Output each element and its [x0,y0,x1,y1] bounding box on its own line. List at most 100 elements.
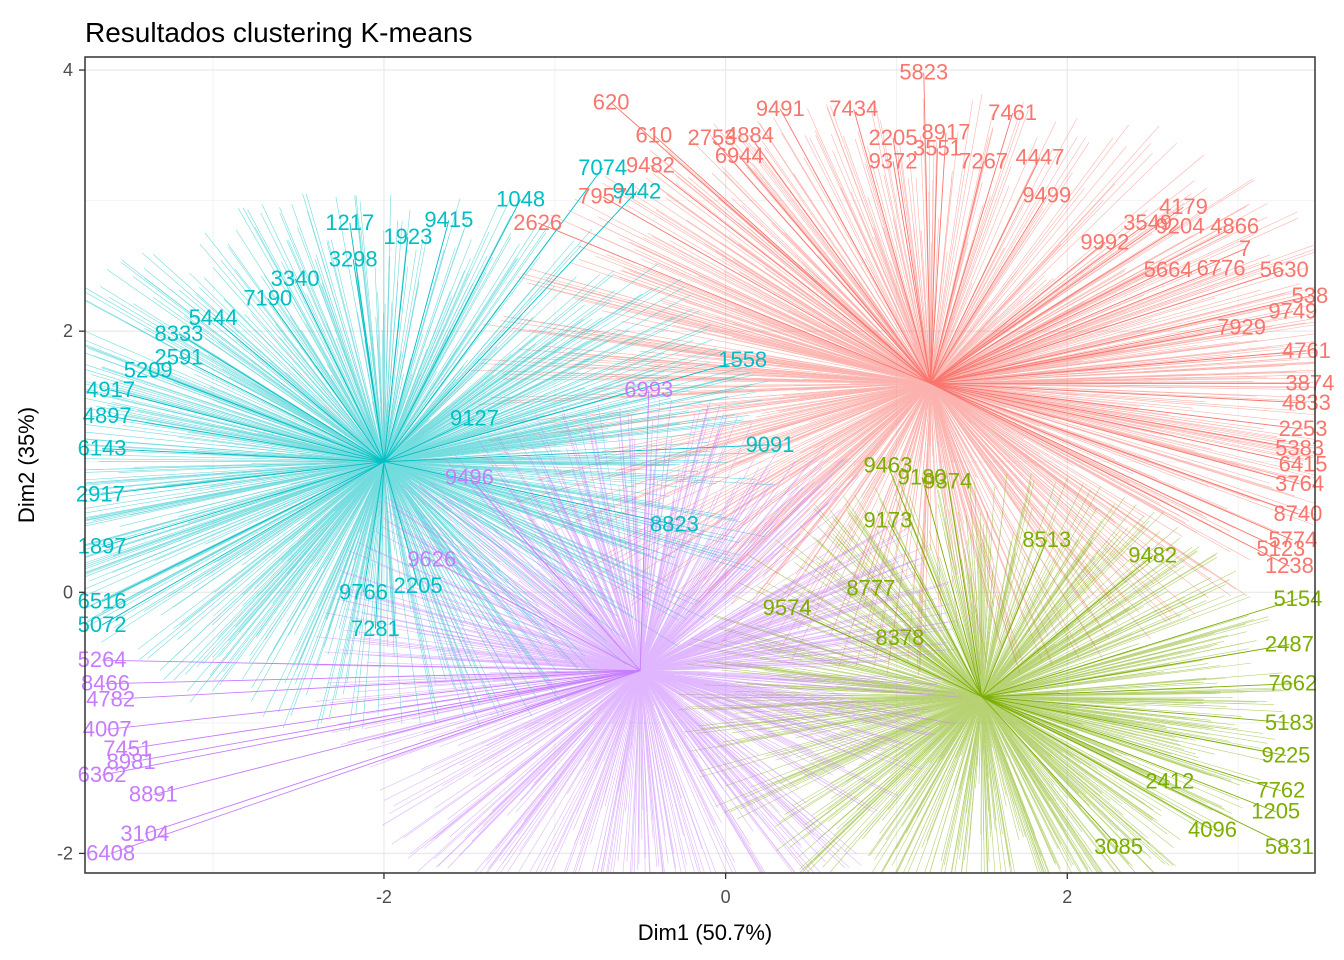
cluster-ray [420,670,641,770]
cluster-ray [981,696,1068,799]
cluster-ray [189,272,385,462]
cluster-ray [106,405,385,463]
point-label: 1217 [325,210,374,235]
cluster-ray [640,537,894,671]
cluster-ray [981,665,1221,698]
cluster-ray [640,552,775,671]
cluster-ray [544,272,931,384]
cluster-ray [381,525,641,671]
cluster-ray [981,596,1251,698]
cluster-ray [640,670,684,700]
cluster-ray [383,398,671,463]
cluster-ray [930,337,1203,384]
cluster-ray [930,324,1316,384]
cluster-ray [930,154,1205,384]
point-ray [212,317,385,463]
cluster-ray [639,670,702,874]
cluster-ray [930,183,1116,384]
cluster-ray [619,413,641,671]
cluster-ray [981,643,1139,698]
cluster-ray [640,572,865,671]
cluster-ray [640,670,844,799]
cluster-ray [930,383,1316,476]
cluster-ray [293,461,385,635]
cluster-ray [930,383,1270,484]
cluster-ray [981,565,1185,697]
cluster-ray [981,696,1233,698]
cluster-ray [881,696,983,821]
cluster-ray [930,357,1294,384]
cluster-ray [650,383,931,485]
cluster-ray [890,261,931,384]
cluster-ray [461,509,641,671]
cluster-ray [383,329,621,462]
cluster-ray [721,257,931,384]
cluster-ray [930,241,969,384]
point-label: 5383 [1275,436,1324,461]
cluster-ray [981,696,1090,780]
cluster-ray [981,696,1032,766]
cluster-ray [383,461,437,685]
cluster-ray [288,240,385,462]
cluster-ray [710,696,982,710]
cluster-ray [212,461,385,692]
cluster-ray [930,172,1073,384]
cluster-ray [930,383,1186,481]
cluster-ray [383,461,433,558]
point-label: 5664 [1144,257,1193,282]
cluster-ray [640,474,859,671]
cluster-ray [383,273,469,462]
cluster-ray [740,696,983,810]
cluster-ray [383,365,563,463]
cluster-ray [383,351,722,463]
point-ray [749,135,931,384]
cluster-ray [383,461,678,487]
cluster-ray [981,483,1084,697]
cluster-ray [361,637,641,671]
cluster-ray [132,276,385,462]
cluster-ray [84,461,385,509]
cluster-ray [84,299,385,462]
cluster-ray [981,696,989,812]
cluster-ray [383,281,420,462]
cluster-ray [930,297,1216,384]
cluster-ray [930,383,1124,522]
cluster-ray [981,696,1062,845]
cluster-ray [383,461,637,488]
cluster-ray [895,696,983,874]
point-label: 9180 [898,464,947,489]
cluster-ray [639,458,755,671]
point-label: 5183 [1265,710,1314,735]
cluster-ray [981,696,1098,874]
cluster-ray [383,270,465,462]
cluster-ray [981,696,991,811]
cluster-ray [383,444,558,463]
cluster-ray [220,260,385,462]
cluster-ray [930,289,1262,384]
cluster-ray [601,670,641,738]
cluster-ray [930,383,1296,411]
cluster-ray [930,101,1024,384]
cluster-ray [689,138,931,384]
cluster-ray [387,510,641,671]
x-tick-label: 0 [721,887,731,907]
point-label: 6408 [86,840,135,865]
cluster-ray [153,254,385,462]
cluster-ray [383,461,608,592]
cluster-ray [383,220,403,462]
cluster-ray [981,696,1125,739]
point-label: 8891 [129,782,178,807]
cluster-ray [654,383,931,467]
cluster-ray [915,177,931,384]
cluster-ray [212,461,385,658]
cluster-ray [981,696,1062,852]
cluster-ray [832,533,983,697]
cluster-ray [473,628,641,671]
cluster-ray [930,383,1316,415]
cluster-ray [434,670,641,809]
cluster-ray [184,315,385,462]
point-label: 2412 [1145,769,1194,794]
cluster-ray [666,383,931,550]
cluster-ray [518,329,931,384]
point-label: 6143 [78,436,127,461]
